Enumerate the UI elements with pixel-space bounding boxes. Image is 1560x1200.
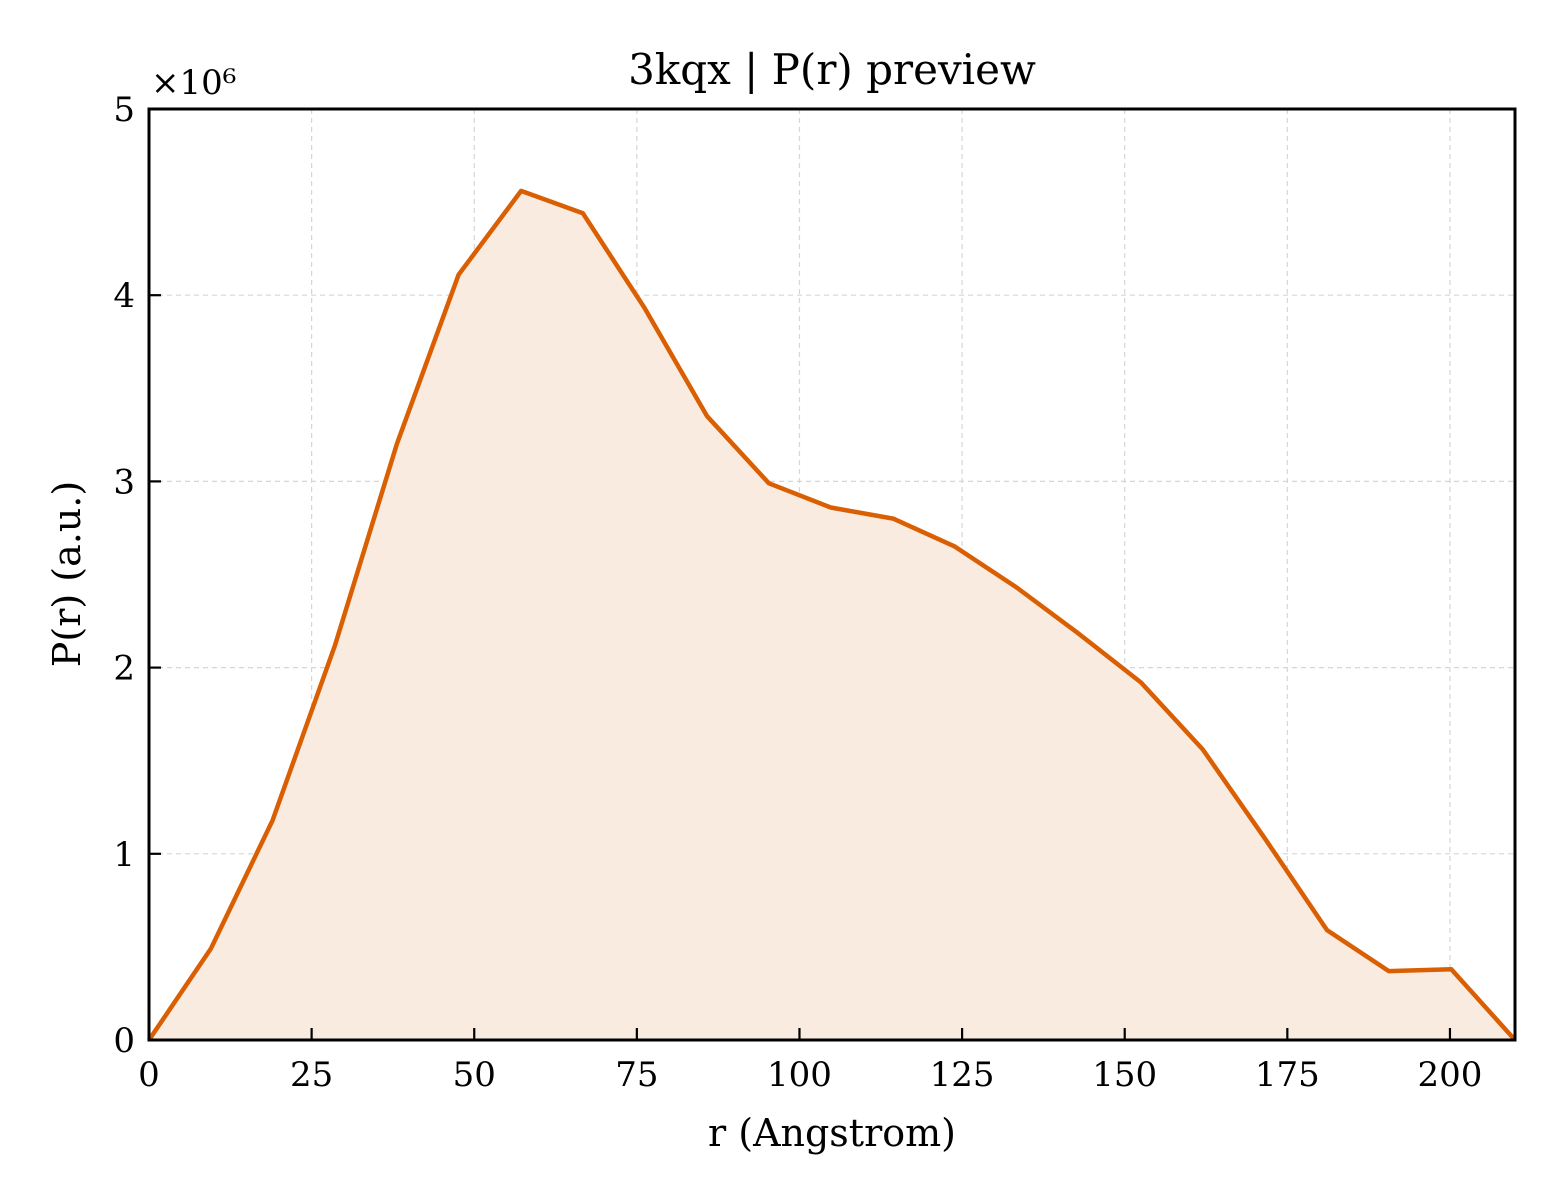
x-tick-label: 75 [615, 1055, 658, 1095]
x-tick-label: 125 [930, 1055, 995, 1095]
plot-frame [147, 107, 1517, 1042]
x-tick-label: 200 [1417, 1055, 1482, 1095]
x-tick-label: 175 [1255, 1055, 1320, 1095]
y-tick-label: 2 [113, 649, 135, 689]
y-tick-label: 4 [113, 276, 135, 316]
y-tick-label: 3 [113, 462, 135, 502]
y-axis-offset-label: ×10⁶ [151, 63, 236, 103]
axis-tick-labels: 0 25 50 75 100 125 150 175 200 0 1 2 3 4 5 [113, 90, 1482, 1095]
x-tick-label: 100 [767, 1055, 832, 1095]
chart-title: 3kqx | P(r) preview [628, 45, 1036, 94]
axis-ticks [147, 107, 1452, 1042]
y-tick-label: 5 [113, 90, 135, 130]
y-tick-label: 0 [113, 1021, 135, 1061]
x-axis-label: r (Angstrom) [708, 1111, 956, 1155]
x-tick-label: 50 [453, 1055, 496, 1095]
x-tick-label: 25 [290, 1055, 333, 1095]
y-axis-label: P(r) (a.u.) [45, 481, 89, 667]
series-line [147, 188, 1517, 1042]
series-area-fill [149, 190, 1515, 1040]
x-tick-label: 150 [1092, 1055, 1157, 1095]
y-tick-label: 1 [113, 835, 135, 875]
x-tick-label: 0 [138, 1055, 160, 1095]
